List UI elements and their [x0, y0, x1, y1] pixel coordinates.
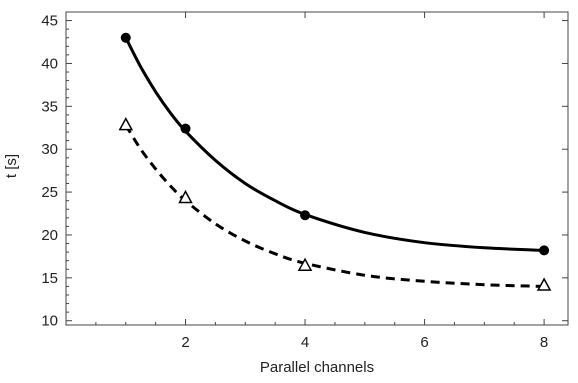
plot-frame	[65, 11, 569, 326]
y-tick-label: 45	[41, 13, 58, 30]
x-tick-label: 2	[181, 334, 189, 351]
y-axis-label: t [s]	[3, 154, 20, 178]
y-tick-label: 35	[41, 98, 58, 115]
series-1-point	[120, 32, 131, 43]
series-2-point	[297, 257, 313, 271]
series-1-point	[300, 210, 311, 221]
series-2-point	[178, 189, 193, 204]
y-tick-label: 25	[41, 184, 58, 201]
series-2-fit-line	[124, 124, 545, 288]
y-tick-label: 15	[41, 270, 58, 287]
x-tick-label: 8	[540, 334, 548, 351]
series-1-point	[180, 123, 191, 134]
data-markers	[118, 32, 552, 291]
y-tick-label: 40	[41, 55, 58, 72]
series-1-point	[539, 245, 550, 256]
y-tick-label: 20	[41, 227, 58, 244]
x-axis-label: Parallel channels	[260, 359, 374, 376]
y-tick-label: 10	[41, 313, 58, 330]
x-tick-label: 6	[420, 334, 428, 351]
series-1-fit-line	[124, 37, 545, 252]
x-tick-label: 4	[301, 334, 309, 351]
axes: 2 4 6 8 10 15 20 25 30 35 40 45	[41, 11, 569, 351]
series-2-point	[118, 117, 134, 131]
y-tick-label: 30	[41, 141, 58, 158]
fit-curves	[124, 37, 545, 288]
series-2-point	[536, 277, 552, 291]
